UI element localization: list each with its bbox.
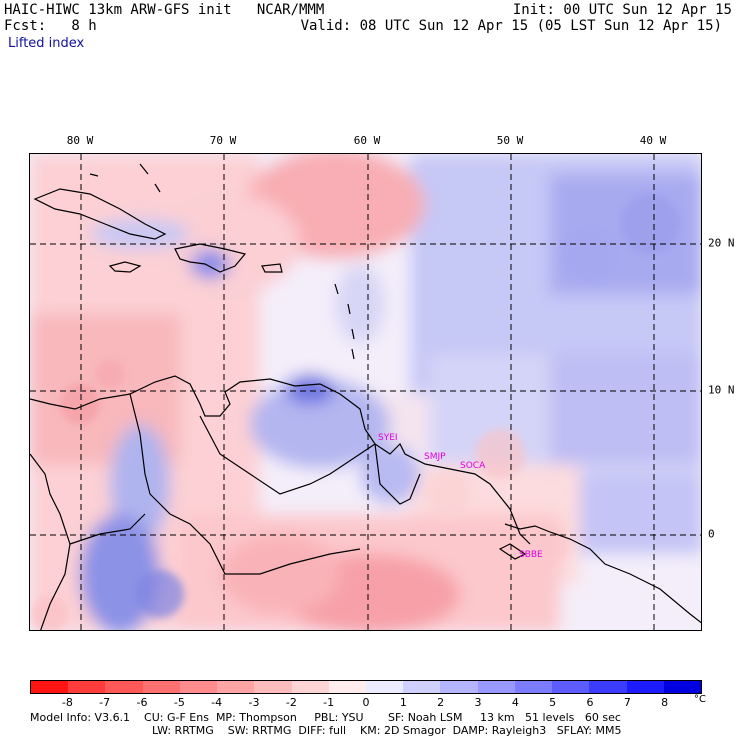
colorbar xyxy=(30,680,702,694)
colorbar-tick-label: 5 xyxy=(549,696,557,709)
model-title: HAIC-HIWC 13km ARW-GFS init NCAR/MMM xyxy=(4,2,325,18)
model-info-line2: LW: RRTMG SW: RRTMG DIFF: full KM: 2D Sm… xyxy=(152,724,622,737)
lon-label-60w: 60 W xyxy=(353,134,381,147)
colorbar-cell xyxy=(254,681,292,693)
station-syei: SYEI xyxy=(378,433,398,443)
colorbar-cell xyxy=(217,681,255,693)
model-info-line1: Model Info: V3.6.1 CU: G-F Ens MP: Thomp… xyxy=(30,711,621,724)
colorbar-tick-label: -1 xyxy=(323,696,335,709)
colorbar-cell xyxy=(552,681,590,693)
colorbar-cell xyxy=(291,681,329,693)
lon-label-50w: 50 W xyxy=(496,134,524,147)
colorbar-cell xyxy=(179,681,218,693)
colorbar-cell xyxy=(626,681,664,693)
init-time: Init: 00 UTC Sun 12 Apr 15 xyxy=(512,2,732,18)
colorbar-tick-label: 1 xyxy=(399,696,407,709)
colorbar-tick-label: 2 xyxy=(437,696,445,709)
colorbar-cell xyxy=(328,681,366,693)
colorbar-cell xyxy=(365,681,404,693)
colorbar-tick-label: -6 xyxy=(136,696,148,709)
lat-label-10n: 10 N xyxy=(708,383,735,397)
station-smjp: SMJP xyxy=(424,452,446,462)
colorbar-tick-label: 4 xyxy=(511,696,519,709)
colorbar-cell xyxy=(589,681,627,693)
map-canvas xyxy=(30,154,701,630)
station-soca: SOCA xyxy=(460,461,486,471)
colorbar-cell xyxy=(31,681,69,693)
colorbar-unit: °C xyxy=(694,694,706,705)
colorbar-tick-label: 0 xyxy=(362,696,370,709)
lon-label-80w: 80 W xyxy=(66,134,94,147)
colorbar-cell xyxy=(514,681,553,693)
lat-label-0: 0 xyxy=(708,527,715,541)
field-name: Lifted index xyxy=(8,36,85,51)
colorbar-cell xyxy=(403,681,441,693)
colorbar-cell xyxy=(663,681,701,693)
colorbar-cell xyxy=(440,681,478,693)
lon-label-40w: 40 W xyxy=(639,134,667,147)
colorbar-cell xyxy=(142,681,180,693)
colorbar-tick-label: -2 xyxy=(285,696,297,709)
lifted-index-map: SYEI SMJP SOCA SBBE xyxy=(29,153,702,631)
forecast-hour: Fcst: 8 h xyxy=(4,18,97,34)
lon-label-70w: 70 W xyxy=(209,134,237,147)
colorbar-tick-label: 3 xyxy=(474,696,482,709)
colorbar-tick-label: -7 xyxy=(99,696,111,709)
colorbar-cell xyxy=(477,681,515,693)
colorbar-tick-label: -5 xyxy=(173,696,185,709)
mottle-layer xyxy=(32,194,680,630)
lat-label-20n: 20 N xyxy=(708,236,735,250)
colorbar-tick-label: 7 xyxy=(623,696,631,709)
colorbar-tick-label: -3 xyxy=(248,696,260,709)
colorbar-cell xyxy=(105,681,143,693)
valid-time: Valid: 08 UTC Sun 12 Apr 15 (05 LST Sun … xyxy=(300,18,722,34)
colorbar-tick-label: 8 xyxy=(661,696,669,709)
colorbar-tick-label: -4 xyxy=(211,696,223,709)
colorbar-tick-label: 6 xyxy=(586,696,594,709)
graticule xyxy=(30,154,701,630)
colorbar-cell xyxy=(68,681,106,693)
colorbar-tick-label: -8 xyxy=(61,696,73,709)
coastlines xyxy=(30,163,701,630)
station-sbbe: SBBE xyxy=(519,550,543,560)
